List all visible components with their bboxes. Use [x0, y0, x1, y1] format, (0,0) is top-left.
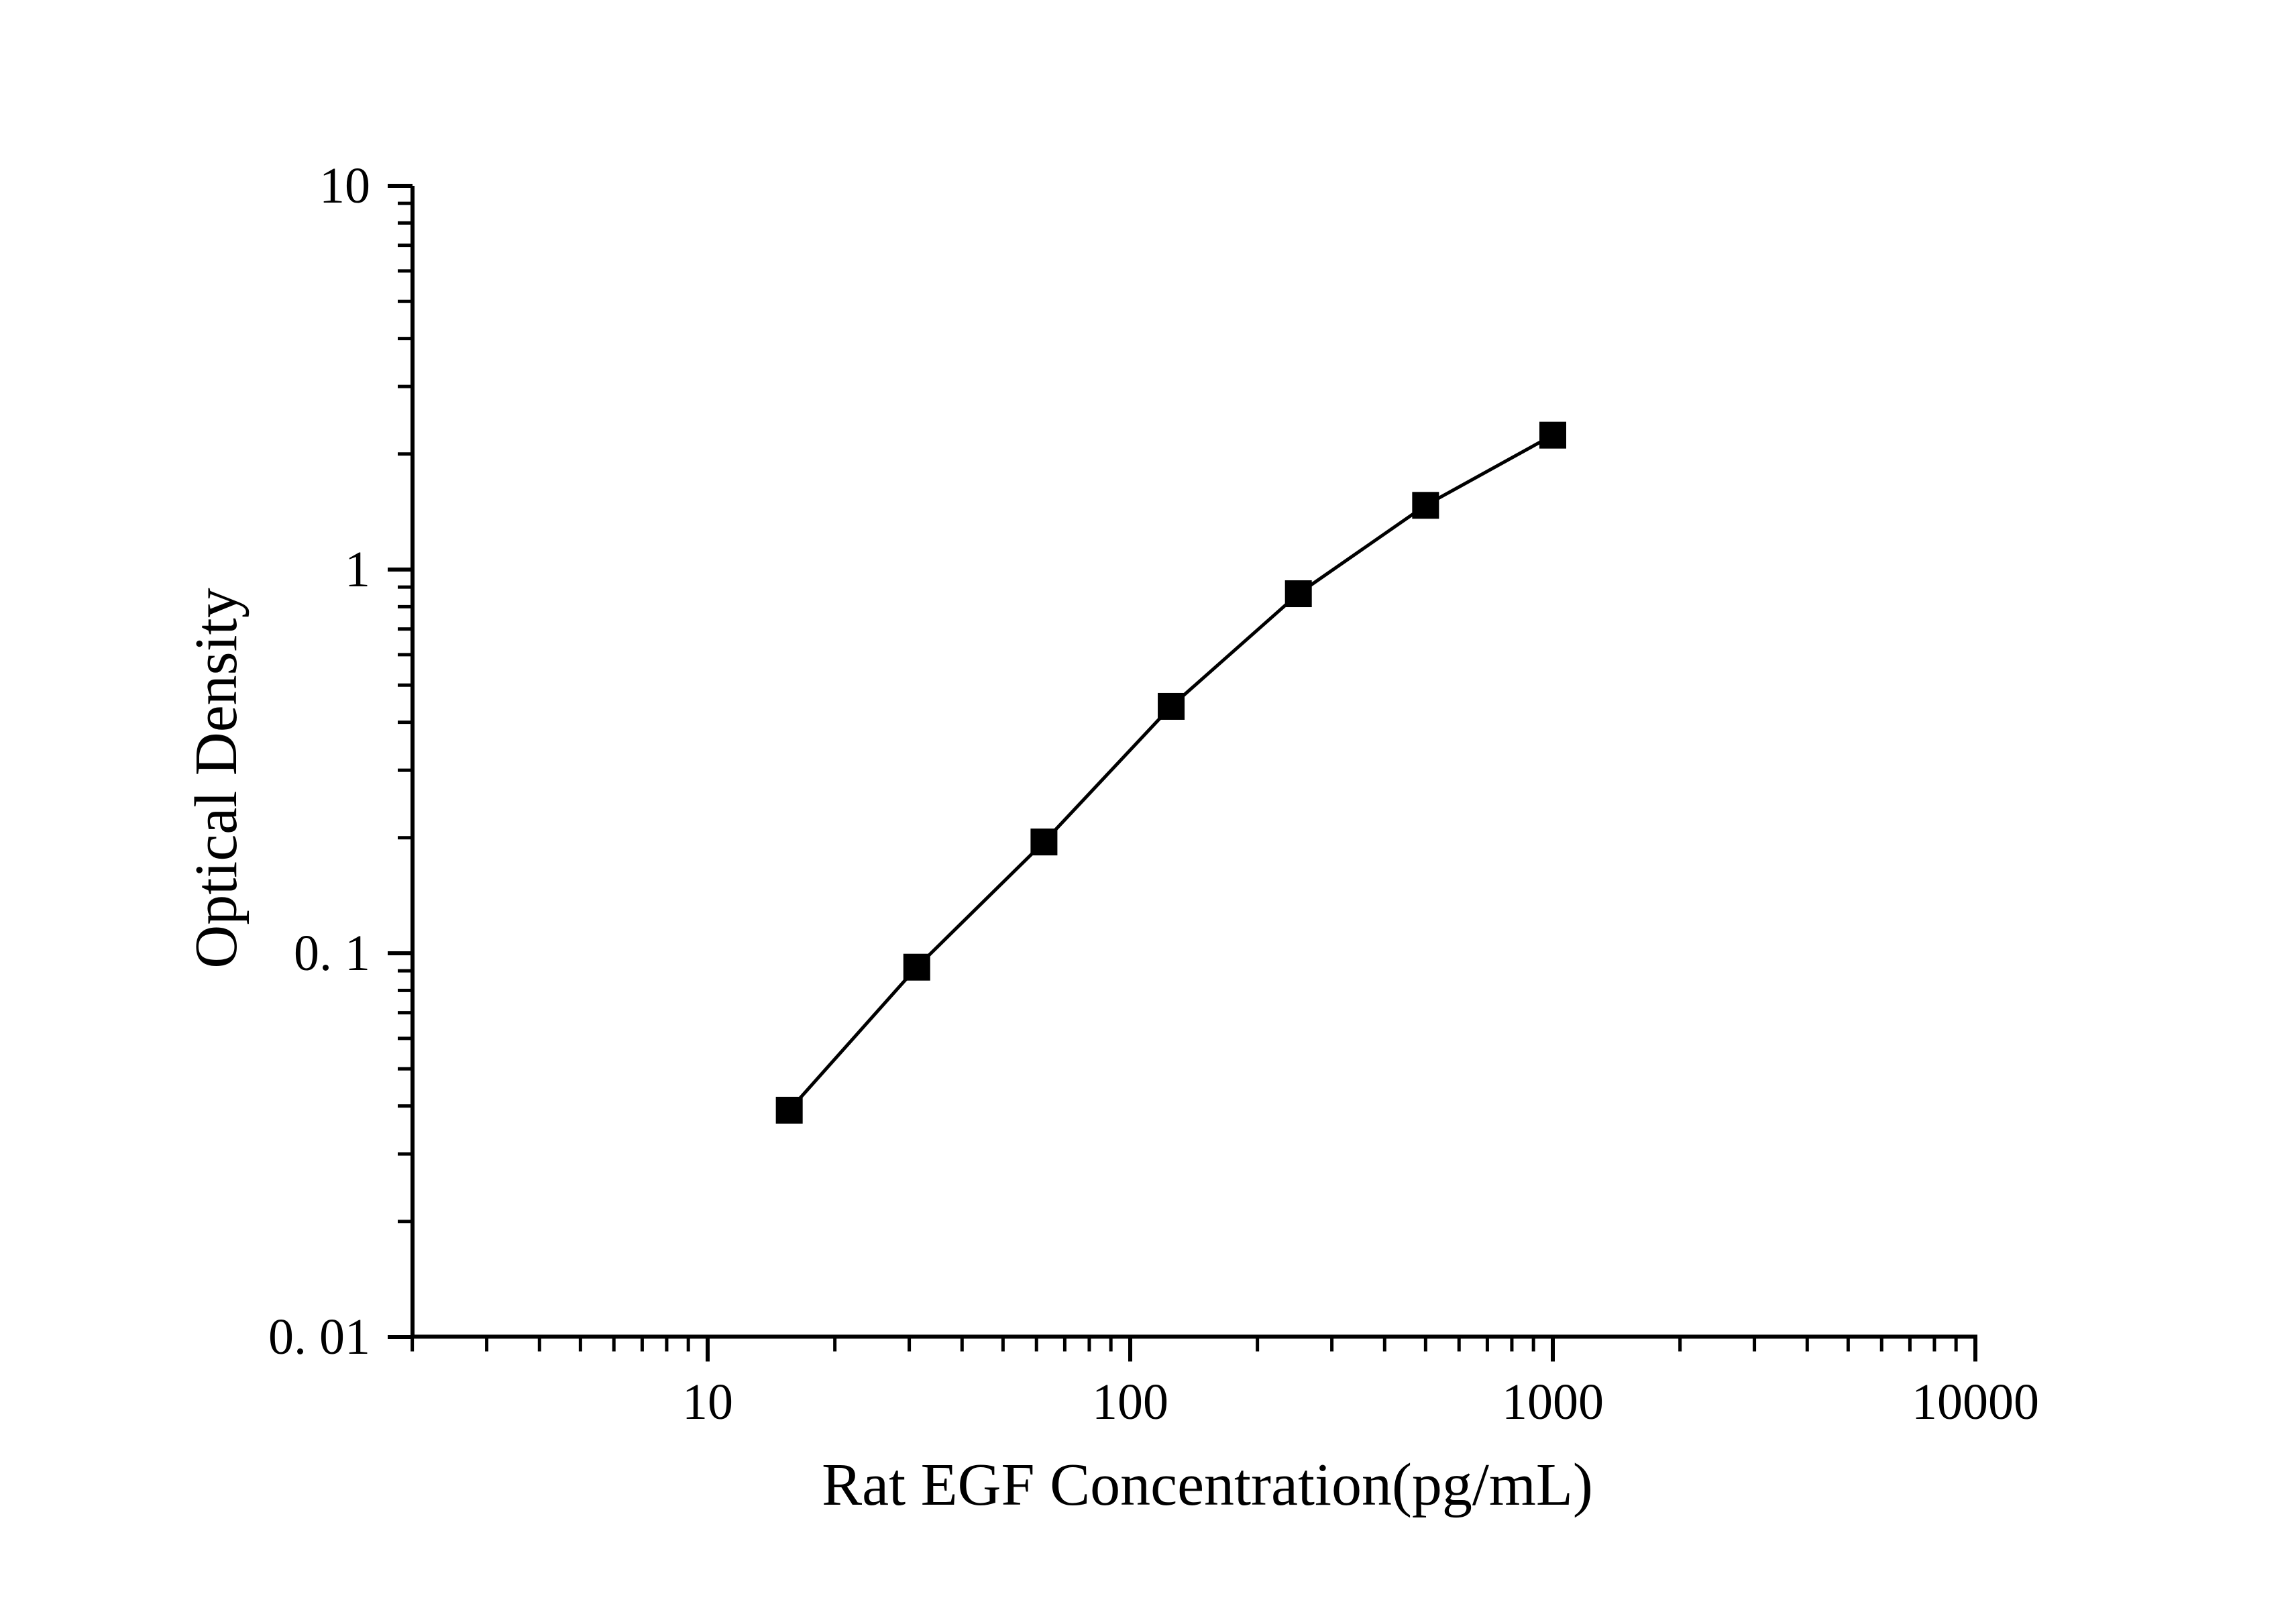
y-axis-title: Optical Density — [183, 588, 250, 968]
data-point-marker-500 — [1412, 492, 1439, 519]
axes — [411, 186, 1977, 1339]
data-point-marker-31.25 — [903, 953, 930, 981]
y-tick-label-10: 10 — [319, 158, 370, 214]
x-axis-title: Rat EGF Concentration(pg/mL) — [822, 1452, 1593, 1518]
x-tick-label-100: 100 — [1092, 1374, 1168, 1430]
data-point-marker-250 — [1284, 580, 1312, 608]
x-axis-minor-ticks — [411, 1336, 1958, 1352]
x-tick-label-10000: 10000 — [1912, 1374, 2039, 1430]
x-axis-major-ticks — [706, 1336, 1977, 1362]
series-line — [787, 433, 1554, 1112]
y-axis-tick-labels: 10 1 0. 1 0. 01 — [268, 158, 370, 1365]
y-tick-label-0.1: 0. 1 — [294, 925, 370, 981]
data-point-marker-15.6 — [775, 1096, 803, 1124]
y-axis-minor-ticks — [398, 201, 413, 1224]
y-axis-major-ticks — [388, 184, 413, 1339]
x-tick-label-1000: 1000 — [1502, 1374, 1604, 1430]
data-point-marker-1000 — [1539, 421, 1566, 449]
x-tick-label-10: 10 — [682, 1374, 733, 1430]
y-tick-label-1: 1 — [345, 541, 370, 598]
data-point-marker-62.5 — [1030, 828, 1058, 856]
x-axis-tick-labels: 10 100 1000 10000 — [682, 1374, 2039, 1430]
y-tick-label-0.01: 0. 01 — [268, 1309, 370, 1365]
series-rat-egf — [775, 421, 1566, 1124]
data-point-marker-125 — [1158, 692, 1185, 720]
